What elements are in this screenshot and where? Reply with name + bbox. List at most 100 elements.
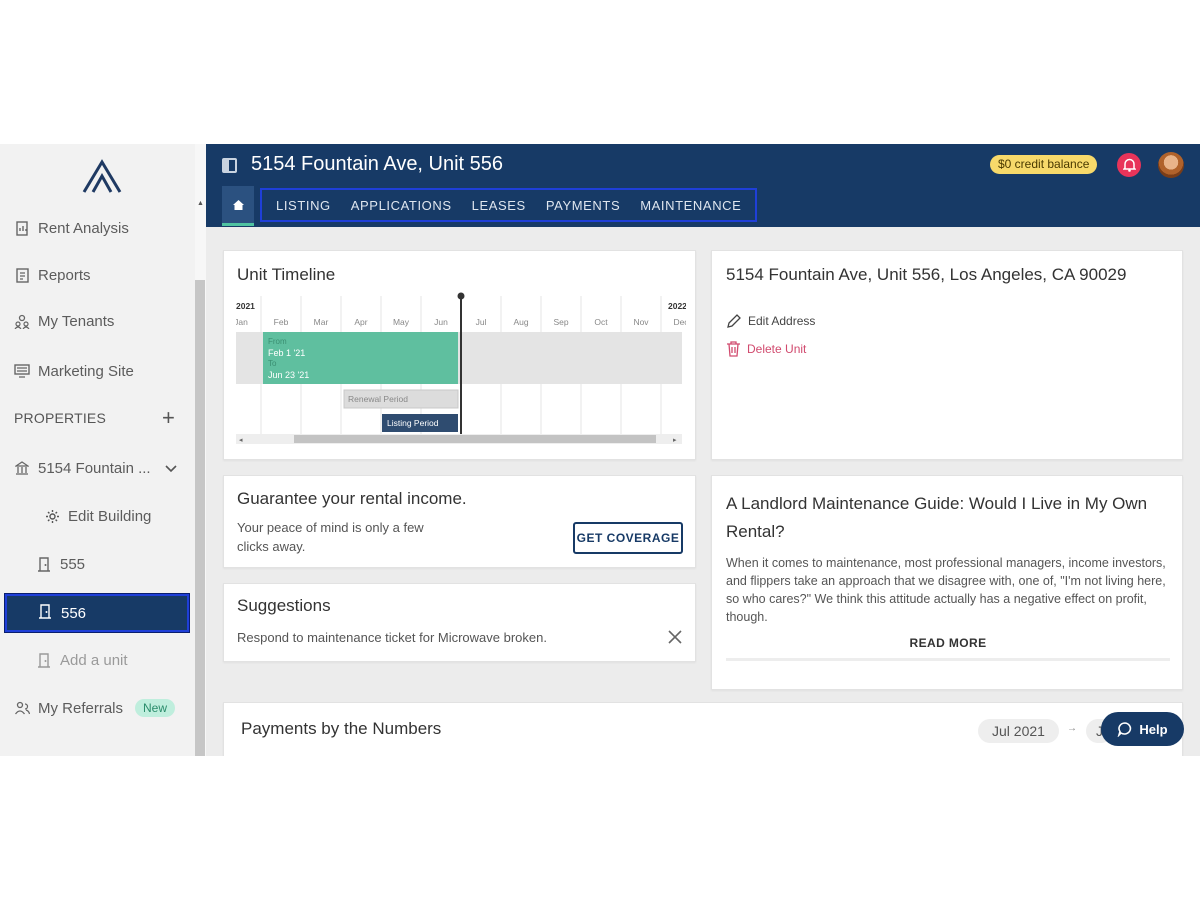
properties-section-label: PROPERTIES	[14, 410, 106, 426]
guarantee-title: Guarantee your rental income.	[237, 489, 467, 508]
suggestions-title: Suggestions	[237, 596, 331, 615]
chevron-down-icon[interactable]	[164, 462, 178, 476]
report-icon	[14, 267, 30, 283]
tab-home[interactable]	[222, 186, 254, 226]
timeline-month-label: Jun	[434, 317, 448, 327]
sidebar-item-add-unit[interactable]: Add a unit	[36, 646, 128, 674]
timeline-month-label: Nov	[633, 317, 649, 327]
unit-label: 556	[61, 604, 87, 622]
sidebar-toggle-icon[interactable]	[222, 158, 237, 173]
chat-bubble-icon	[1118, 722, 1132, 737]
people-icon	[14, 313, 30, 329]
timeline-month-label: Sep	[553, 317, 568, 327]
sidebar-item-rent-analysis[interactable]: Rent Analysis	[14, 214, 129, 242]
sidebar-item-marketing-site[interactable]: Marketing Site	[14, 357, 134, 385]
timeline-month-label: Jul	[476, 317, 487, 327]
unit-timeline-title: Unit Timeline	[237, 265, 336, 284]
payments-title: Payments by the Numbers	[241, 719, 442, 738]
user-avatar[interactable]	[1158, 152, 1184, 178]
unit-timeline-chart: From Feb 1 '21 To Jun 23 '21 Renewal Per…	[236, 292, 686, 444]
read-more-button[interactable]: READ MORE	[909, 636, 987, 650]
lease-bar[interactable]	[263, 332, 458, 384]
unit-info-card: 5154 Fountain Ave, Unit 556, Los Angeles…	[711, 250, 1183, 460]
tab-leases[interactable]: LEASES	[471, 197, 526, 213]
scroll-up-arrow-icon[interactable]: ▲	[197, 200, 204, 207]
timeline-month-label: Feb	[274, 317, 289, 327]
sidebar-item-my-tenants[interactable]: My Tenants	[14, 307, 114, 335]
door-icon	[39, 603, 51, 623]
unit-label: 555	[60, 555, 86, 573]
period-start-pill[interactable]: Jul 2021	[978, 719, 1059, 743]
sidebar: Rent Analysis Reports My Tenants Marketi…	[0, 144, 206, 756]
referral-icon	[14, 700, 30, 716]
edit-address-label: Edit Address	[748, 314, 816, 328]
sidebar-item-reports[interactable]: Reports	[14, 261, 91, 289]
credit-balance-badge[interactable]: $0 credit balance	[990, 155, 1098, 174]
delete-unit-label: Delete Unit	[747, 342, 807, 356]
get-coverage-button[interactable]: GET COVERAGE	[573, 522, 683, 554]
sidebar-item-unit-556[interactable]: 556	[4, 593, 190, 633]
timeline-scrollbar-thumb[interactable]	[294, 435, 656, 443]
sidebar-item-label: Marketing Site	[38, 362, 134, 380]
guarantee-body: Your peace of mind is only a few clicks …	[237, 520, 424, 554]
lease-from-date: Feb 1 '21	[268, 348, 305, 358]
payments-card: Payments by the Numbers Jul 2021 → J	[223, 702, 1183, 756]
timeline-year-label: 2022	[668, 301, 686, 311]
close-icon[interactable]	[668, 630, 682, 644]
guarantee-card: Guarantee your rental income. Your peace…	[223, 475, 696, 568]
suggestions-card: Suggestions Respond to maintenance ticke…	[223, 583, 696, 662]
page-title: 5154 Fountain Ave, Unit 556	[251, 153, 504, 175]
timeline-month-label: Oct	[594, 317, 608, 327]
sidebar-item-unit-555[interactable]: 555	[36, 550, 85, 578]
door-icon	[36, 652, 52, 668]
today-marker-dot	[457, 292, 465, 300]
sidebar-item-label: My Tenants	[38, 312, 115, 330]
delete-unit-link[interactable]: Delete Unit	[726, 341, 806, 357]
renewal-period-bar[interactable]	[343, 389, 459, 409]
tab-maintenance[interactable]: MAINTENANCE	[640, 197, 742, 213]
tab-listing[interactable]: LISTING	[276, 197, 331, 213]
door-icon	[36, 556, 52, 572]
gear-icon	[44, 508, 60, 524]
help-label: Help	[1139, 721, 1168, 737]
new-badge: New	[135, 699, 176, 717]
property-label: 5154 Fountain ...	[38, 459, 151, 477]
add-unit-label: Add a unit	[60, 651, 128, 669]
unit-header: 5154 Fountain Ave, Unit 556 $0 credit ba…	[206, 144, 1200, 227]
building-icon	[14, 460, 30, 476]
add-property-button[interactable]: +	[162, 405, 175, 430]
article-card: A Landlord Maintenance Guide: Would I Li…	[711, 475, 1183, 690]
suggestion-item[interactable]: Respond to maintenance ticket for Microw…	[237, 630, 547, 645]
timeline-month-label: Dec	[673, 317, 686, 327]
app-logo[interactable]	[80, 156, 124, 196]
lease-to-date: Jun 23 '21	[268, 370, 309, 380]
timeline-month-label: Apr	[354, 317, 367, 327]
sidebar-scrollbar-thumb[interactable]	[195, 280, 205, 756]
tab-payments[interactable]: PAYMENTS	[545, 197, 621, 213]
tab-applications[interactable]: APPLICATIONS	[350, 197, 452, 213]
renewal-period-label: Renewal Period	[348, 394, 408, 404]
scroll-left-icon[interactable]: ◂	[239, 437, 243, 444]
listing-period-bar[interactable]	[382, 414, 458, 432]
home-icon	[232, 199, 244, 210]
help-button[interactable]: Help	[1101, 712, 1184, 746]
sidebar-item-property[interactable]: 5154 Fountain ...	[14, 454, 151, 482]
unit-tabs: LISTING APPLICATIONS LEASES PAYMENTS MAI…	[222, 186, 758, 226]
timeline-month-label: Jan	[236, 317, 248, 327]
sidebar-item-edit-building[interactable]: Edit Building	[44, 502, 151, 530]
sidebar-item-label: Reports	[38, 266, 91, 284]
notification-bell-icon[interactable]	[1117, 153, 1141, 177]
sidebar-item-my-referrals[interactable]: My Referrals New	[14, 694, 176, 722]
unit-address: 5154 Fountain Ave, Unit 556, Los Angeles…	[726, 265, 1127, 284]
trash-icon	[727, 341, 740, 357]
timeline-month-label: May	[393, 317, 410, 327]
divider	[726, 658, 1170, 661]
referrals-label: My Referrals	[38, 699, 124, 717]
article-title[interactable]: A Landlord Maintenance Guide: Would I Li…	[726, 494, 1148, 541]
edit-building-label: Edit Building	[68, 507, 152, 525]
pencil-icon	[727, 314, 741, 328]
scroll-right-icon[interactable]: ▸	[673, 437, 677, 444]
tab-group: LISTING APPLICATIONS LEASES PAYMENTS MAI…	[260, 188, 758, 222]
edit-address-link[interactable]: Edit Address	[726, 313, 815, 329]
lease-from-label: From	[268, 337, 287, 346]
